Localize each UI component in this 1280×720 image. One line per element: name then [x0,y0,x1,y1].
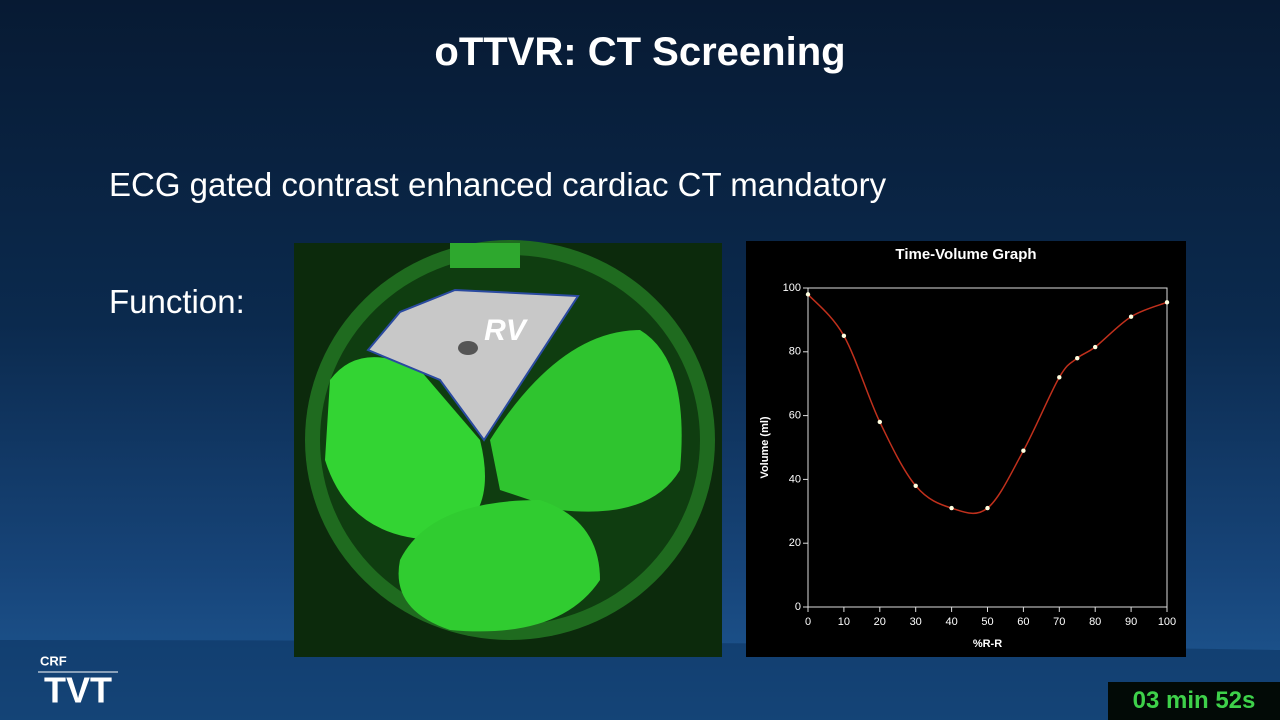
data-point [1075,355,1080,361]
data-point [913,483,918,488]
x-tick-label: 0 [805,616,811,628]
x-tick-label: 80 [1089,616,1101,628]
slide-title: oTTVR: CT Screening [434,30,846,74]
y-tick-label: 40 [789,473,801,485]
y-tick-label: 100 [783,282,801,294]
logo-main: TVT [44,670,112,711]
x-tick-label: 20 [874,616,886,628]
bullet: ECG gated contrast enhanced cardiac CT m… [109,166,887,203]
data-point [1128,314,1134,319]
bullet: Function: [109,283,245,320]
x-tick-label: 30 [910,616,922,628]
x-tick-label: 60 [1017,616,1029,628]
chart: Time-Volume Graph 0 20 40 60 80 100 0 10 20 30 40 50… [759,246,1176,650]
x-tick-label: 100 [1158,616,1176,628]
y-tick-label: 60 [789,410,801,422]
chart-panel [746,241,1186,657]
x-tick-label: 90 [1125,616,1137,628]
x-tick-label: 70 [1053,616,1065,628]
logo-top: CRF [40,653,67,668]
y-tick-label: 20 [789,537,801,549]
x-axis-label: %R-R [973,638,1002,650]
data-point [841,333,847,339]
x-tick-label: 40 [945,616,957,628]
image-label: RV [484,314,529,347]
chart-title: Time-Volume Graph [895,246,1036,263]
data-point [1164,300,1170,305]
ct-image: RV [294,240,722,657]
data-point [1021,448,1026,453]
timer: 03 min 52s [1108,682,1280,720]
data-point [985,505,990,511]
data-point [949,505,954,511]
data-point [1057,375,1062,380]
y-axis-label: Volume (ml) [759,416,771,478]
x-tick-label: 50 [981,616,993,628]
data-point [805,292,811,297]
data-point [1093,344,1098,350]
footer-band [0,640,1280,720]
y-tick-label: 0 [795,601,801,613]
y-tick-label: 80 [789,346,801,358]
data-point [877,419,882,425]
x-tick-label: 10 [838,616,850,628]
